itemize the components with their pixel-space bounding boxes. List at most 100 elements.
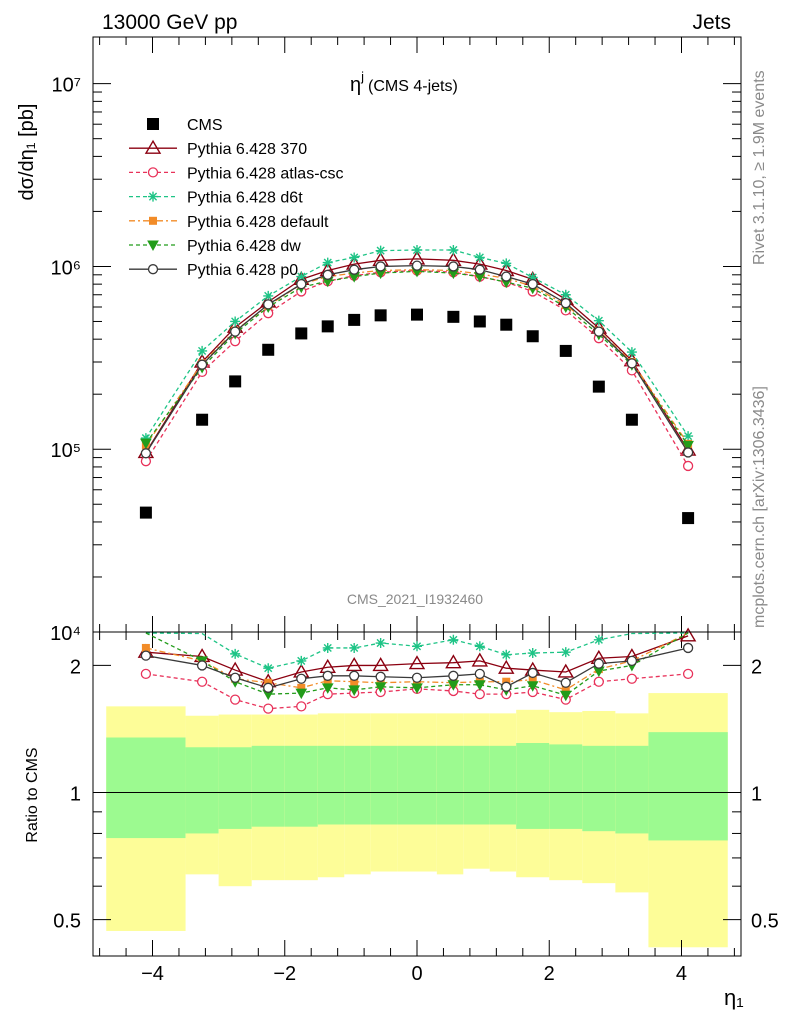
main-y-tick-label: 10⁵: [50, 440, 81, 462]
point-cms: [500, 318, 513, 331]
ratio-bands: [93, 693, 741, 948]
point-p0: [682, 447, 694, 458]
point-p0: [322, 269, 333, 280]
legend-label-p0: Pythia 6.428 p0: [187, 262, 298, 279]
point-d6t: [626, 347, 637, 358]
ratio-point-p370: [319, 658, 336, 673]
point-p0: [230, 326, 241, 337]
ratio-point-d6t: [322, 642, 333, 653]
ratio-point-p0: [682, 642, 694, 654]
point-cms: [348, 313, 361, 326]
ratio-point-p370: [557, 663, 574, 678]
band-inner-rect: [251, 745, 285, 827]
point-p0: [448, 261, 459, 272]
ratio-point-atlas: [296, 701, 307, 712]
ratio-point-default: [141, 643, 150, 652]
ratio-point-dw: [348, 685, 361, 696]
ratio-point-default: [297, 683, 306, 692]
main-title: ηj (CMS 4-jets): [350, 69, 458, 96]
ratio-point-p0: [411, 672, 423, 683]
band-inner-rect: [648, 732, 728, 841]
point-p0: [411, 260, 423, 271]
x-tick-label: 4: [676, 963, 687, 985]
band-inner-rect: [185, 747, 219, 834]
point-p0: [474, 264, 485, 275]
ratio-point-dw: [411, 683, 423, 694]
point-cms: [447, 310, 460, 323]
point-p0: [263, 299, 274, 310]
ratio-frame: [92, 631, 742, 957]
point-cms: [526, 330, 539, 343]
ratio-y-tick-label-right: 0.5: [751, 911, 779, 933]
ratio-point-atlas: [626, 673, 638, 684]
ratio-point-p0: [375, 671, 386, 682]
ratio-point-atlas: [230, 694, 241, 705]
ratio-point-d6t: [593, 634, 604, 645]
ratio-point-d6t: [560, 647, 571, 658]
point-dw: [682, 440, 694, 452]
main-ylabel: dσ/dη₁ [pb]: [16, 104, 38, 201]
ratio-point-d6t: [527, 648, 538, 659]
point-p0: [296, 279, 307, 290]
series-line-atlas: [145, 269, 689, 467]
ratio-point-p0: [527, 667, 538, 679]
x-tick-label: −2: [273, 963, 296, 985]
ratio-point-atlas: [140, 668, 152, 680]
ratio-point-p370: [445, 654, 462, 669]
point-d6t: [560, 289, 571, 300]
ratio-point-dw: [374, 682, 387, 693]
point-cms: [411, 308, 423, 321]
point-d6t: [322, 257, 333, 268]
point-cms: [295, 327, 308, 340]
main-title-sup: j: [360, 69, 364, 84]
legend-label-p370: Pythia 6.428 370: [187, 141, 307, 158]
xlabel: η₁: [724, 985, 744, 1010]
point-d6t: [683, 431, 694, 442]
ratio-point-p370: [372, 657, 389, 672]
ratio-point-p0: [140, 650, 152, 661]
header-right-label: Jets: [692, 11, 731, 34]
point-d6t: [197, 345, 208, 356]
point-cms: [625, 413, 638, 426]
ratio-point-d6t: [501, 649, 512, 660]
ratio-point-d6t: [263, 663, 274, 674]
series-line-d6t: [145, 249, 689, 439]
legend-marker-p0: [147, 264, 159, 275]
point-p0: [527, 279, 538, 290]
ratio-point-atlas: [196, 676, 208, 687]
point-p0: [501, 271, 512, 282]
ratio-point-p0: [448, 670, 459, 681]
ratio-point-d6t: [349, 642, 360, 653]
ratio-point-default: [528, 675, 537, 684]
main-title-eta: η: [350, 74, 361, 96]
ratio-y-tick-label-right: 2: [751, 656, 762, 678]
ratio-point-d6t: [412, 641, 422, 652]
point-cms: [473, 315, 486, 328]
ratio-point-p0: [196, 660, 208, 671]
band-inner-rect: [582, 745, 616, 832]
legend-label-d6t: Pythia 6.428 d6t: [187, 190, 303, 207]
point-p0: [626, 358, 638, 369]
ratio-point-d6t: [296, 655, 307, 666]
ratio-point-p370: [498, 659, 515, 674]
band-inner-rect: [370, 745, 398, 825]
ratio-point-default: [561, 685, 570, 694]
header-left-label: 13000 GeV pp: [102, 11, 237, 34]
legend-label-dw: Pythia 6.428 dw: [187, 238, 301, 255]
band-inner-rect: [106, 737, 186, 839]
point-p0: [349, 264, 360, 275]
ratio-point-p370: [408, 655, 426, 670]
legend-label-default: Pythia 6.428 default: [187, 214, 329, 231]
ratio-point-p0: [263, 682, 274, 693]
legend-marker-d6t: [148, 191, 158, 202]
point-cms: [592, 380, 605, 393]
x-tick-label: 0: [411, 963, 422, 985]
ratio-point-dw: [321, 683, 334, 694]
band-inner-rect: [218, 747, 252, 829]
main-y-tick-label: 10⁴: [50, 623, 81, 645]
legend: CMS Pythia 6.428 370 Pythia 6.428 atlas-cs…: [129, 117, 344, 279]
main-y-tick-label: 10⁶: [51, 257, 81, 279]
band-inner-rect: [516, 743, 550, 829]
point-d6t: [140, 433, 151, 444]
ratio-point-p0: [349, 670, 360, 681]
